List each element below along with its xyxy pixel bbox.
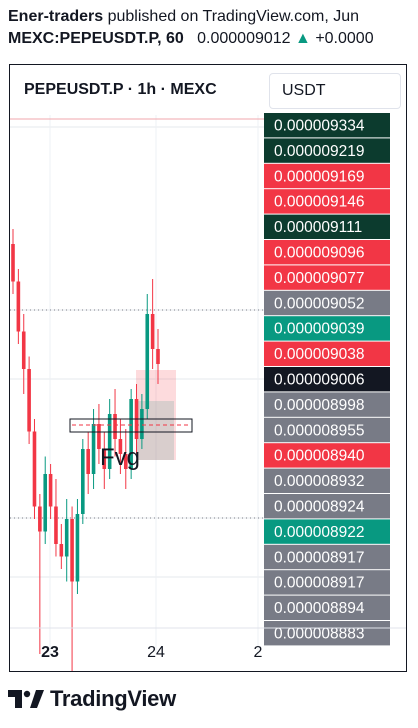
price-axis-label: 0.000009334 (274, 118, 365, 135)
price-axis-label-bg (264, 138, 390, 163)
price-axis-label: 0.000008894 (274, 600, 365, 617)
fvg-box[interactable] (69, 418, 193, 433)
price-axis-label-bg (264, 468, 390, 493)
candle-down[interactable] (54, 506, 58, 545)
currency-selector[interactable]: USDT (269, 73, 401, 109)
candle-down[interactable] (113, 414, 117, 439)
price-axis-label: 0.000009219 (274, 143, 365, 160)
price-axis-label: 0.000009038 (274, 346, 365, 363)
price-axis-label-bg (264, 519, 390, 544)
price-change: +0.0000 (315, 30, 374, 47)
time-axis-tick: 23 (41, 644, 59, 661)
price-axis-label: 0.000009039 (274, 321, 365, 338)
price-axis-label-bg (264, 240, 390, 265)
price-axis-label-bg (264, 595, 390, 620)
candle-down[interactable] (32, 431, 37, 507)
price-axis-label-bg (264, 265, 390, 290)
symbol-line: MEXC:PEPEUSDT.P, 60 0.000009012 ▲ +0.000… (8, 28, 418, 50)
author-name[interactable]: Ener-traders (8, 8, 104, 25)
candle-down[interactable] (70, 519, 74, 582)
candle-down[interactable] (59, 544, 64, 557)
price-axis-label: 0.000009146 (274, 194, 365, 211)
candle-up[interactable] (107, 414, 112, 469)
candle-down[interactable] (48, 474, 53, 507)
price-axis-label-bg (264, 290, 390, 316)
time-axis-tick: 2 (254, 644, 263, 661)
price-axis-label-bg (264, 621, 390, 646)
symbol-interval: MEXC:PEPEUSDT.P, 60 (8, 30, 184, 47)
candle-up[interactable] (145, 314, 150, 409)
price-axis-label: 0.000008917 (274, 575, 365, 592)
candle-down[interactable] (16, 281, 21, 332)
price-axis-label-bg (264, 417, 390, 443)
price-axis-label: 0.000008917 (274, 549, 365, 566)
price-axis-label: 0.000008940 (274, 448, 365, 465)
chart-interval: 1h (137, 81, 157, 98)
price-axis-label-bg (264, 341, 390, 366)
price-axis-label: 0.000008955 (274, 422, 365, 439)
chart-title: PEPEUSDT.P · 1h · MEXC (24, 81, 217, 98)
candle-up[interactable] (64, 519, 69, 557)
price-axis-label: 0.000009111 (274, 219, 362, 236)
candle-down[interactable] (156, 349, 160, 364)
price-axis-label-bg (264, 392, 390, 417)
candle-up[interactable] (91, 424, 96, 474)
price-axis-label: 0.000009052 (274, 295, 365, 312)
published-text: published on TradingView.com, Jun (107, 8, 360, 25)
candle-up[interactable] (43, 474, 48, 532)
price-axis-label-bg (264, 189, 390, 214)
price-axis-label-bg (264, 367, 390, 392)
footer: TradingView (8, 686, 176, 712)
price-axis-label: 0.000008883 (274, 626, 365, 643)
last-price: 0.000009012 (197, 30, 291, 47)
price-axis-label: 0.000008922 (274, 524, 365, 541)
price-axis-label-bg (264, 113, 390, 138)
tradingview-brand: TradingView (50, 686, 176, 711)
candle-down[interactable] (102, 449, 107, 469)
price-axis-label-bg (264, 163, 390, 189)
price-axis-label: 0.000009006 (274, 372, 365, 389)
candle-down[interactable] (86, 449, 90, 474)
chart-symbol: PEPEUSDT.P (24, 81, 124, 98)
tradingview-logo-icon (8, 690, 44, 708)
candle-down[interactable] (123, 454, 128, 469)
candle-down[interactable] (11, 244, 15, 282)
candle-up[interactable] (81, 449, 85, 514)
price-axis-label-bg (264, 570, 390, 595)
time-axis-tick: 24 (147, 644, 165, 661)
candle-down[interactable] (21, 331, 26, 370)
candle-down[interactable] (150, 314, 155, 349)
price-axis-label: 0.000008932 (274, 473, 365, 490)
chart-exchange: MEXC (170, 81, 217, 98)
candle-down[interactable] (118, 439, 123, 454)
price-axis-label: 0.000008924 (274, 499, 365, 516)
candle-up[interactable] (140, 409, 144, 439)
candle-up[interactable] (129, 399, 133, 469)
publish-line: Ener-traders published on TradingView.co… (8, 6, 418, 28)
price-axis-label: 0.000009169 (274, 168, 365, 185)
up-triangle-icon: ▲ (295, 30, 311, 47)
price-axis-label-bg (264, 544, 390, 570)
price-axis-label: 0.000008998 (274, 397, 365, 414)
price-axis-label-bg (264, 214, 390, 239)
candle-down[interactable] (27, 369, 31, 432)
chart-frame[interactable]: Fvg 0.000009334 0.000009219 0.000009169 0.00… (9, 64, 407, 672)
price-chart[interactable]: Fvg 0.000009334 0.000009219 0.000009169 0.00… (10, 65, 407, 672)
fvg-label: Fvg (100, 444, 140, 471)
price-axis-label: 0.000009096 (274, 245, 365, 262)
price-axis-label-bg (264, 316, 390, 341)
candle-down[interactable] (38, 506, 42, 532)
candle-down[interactable] (97, 424, 101, 449)
publish-header: Ener-traders published on TradingView.co… (8, 6, 418, 50)
candle-up[interactable] (75, 514, 80, 582)
price-axis-label: 0.000009077 (274, 270, 365, 287)
price-axis-label-bg (264, 443, 390, 468)
price-axis-label-bg (264, 494, 390, 519)
